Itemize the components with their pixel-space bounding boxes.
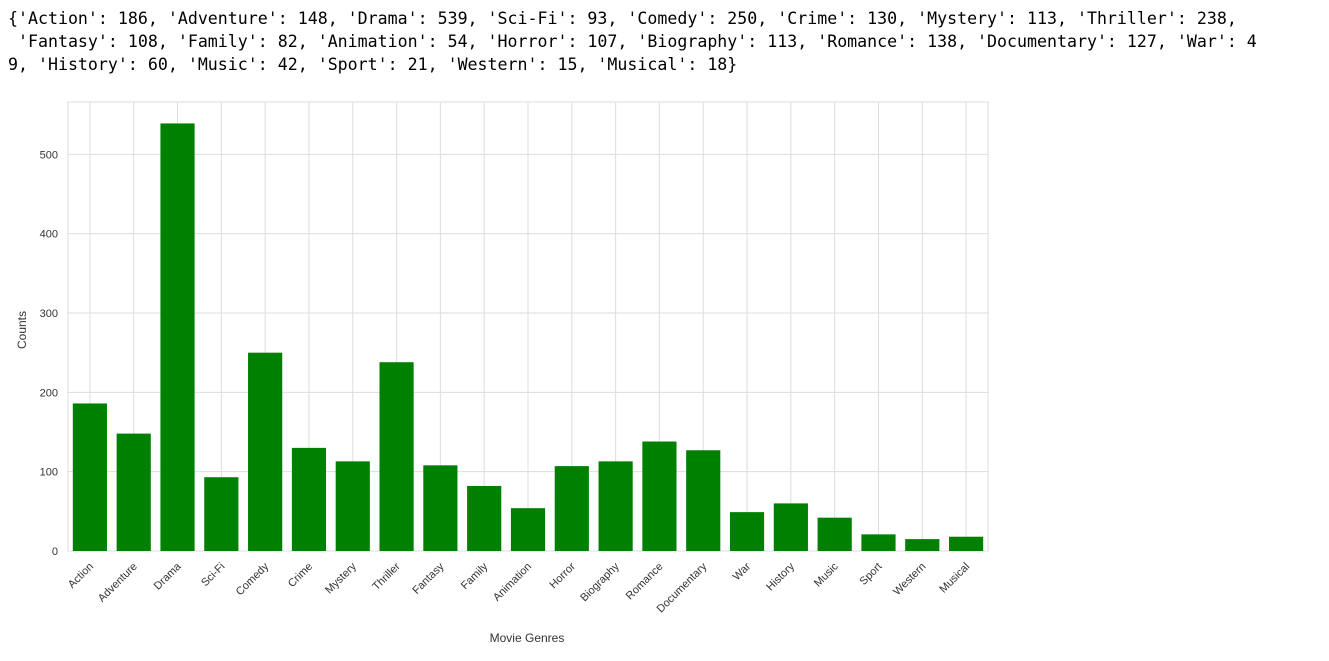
bar-biography [598, 461, 633, 551]
x-tick-label: Adventure [96, 561, 140, 605]
y-tick-layer: 0 100 200 300 400 500 [40, 149, 58, 558]
y-tick-label: 300 [40, 308, 58, 320]
y-tick-label: 0 [52, 546, 58, 558]
bar-sci-fi [204, 477, 239, 551]
bar-family [467, 485, 502, 551]
bar-documentary [686, 450, 721, 551]
bar-drama [160, 123, 195, 551]
bar-western [905, 539, 940, 551]
x-tick-label: Western [891, 561, 928, 598]
x-tick-label: Music [812, 560, 841, 589]
x-tick-label: Family [459, 560, 491, 592]
x-tick-label: Biography [578, 560, 622, 604]
x-tick-label: War [731, 560, 754, 583]
y-tick-label: 200 [40, 387, 58, 399]
bar-animation [510, 508, 546, 551]
x-tick-label: Mystery [323, 560, 359, 596]
bar-adventure [116, 433, 151, 551]
output-line: 'Fantasy': 108, 'Family': 82, 'Animation… [8, 32, 1257, 51]
bar-mystery [335, 461, 370, 551]
bar-horror [554, 466, 589, 551]
bar-war [729, 512, 765, 551]
x-tick-label: Comedy [234, 560, 272, 598]
bar-chart-svg: 0 100 200 300 400 500 Action Adventure Drama Sci… [15, 101, 989, 645]
x-tick-label: Drama [152, 560, 184, 592]
bar-thriller [379, 362, 414, 551]
dict-output-text: {'Action': 186, 'Adventure': 148, 'Drama… [8, 7, 1326, 76]
output-line: {'Action': 186, 'Adventure': 148, 'Drama… [8, 9, 1237, 28]
bar-action [72, 403, 107, 551]
x-axis-label: Movie Genres [490, 631, 565, 645]
y-axis-label: Counts [15, 311, 29, 349]
output-line: 9, 'History': 60, 'Music': 42, 'Sport': … [8, 55, 738, 74]
x-tick-label: Action [66, 561, 96, 591]
bar-music [817, 517, 852, 551]
bar-romance [642, 441, 677, 551]
y-tick-label: 100 [40, 467, 58, 479]
bar-layer [72, 123, 984, 551]
x-tick-label: Fantasy [410, 560, 447, 597]
y-tick-label: 500 [40, 149, 58, 161]
bar-crime [291, 447, 327, 551]
bar-musical [949, 536, 984, 551]
x-tick-label: Musical [937, 561, 972, 596]
bar-chart: 0 100 200 300 400 500 Action Adventure Drama Sci… [0, 90, 1000, 656]
x-tick-label: Animation [491, 561, 534, 604]
x-tick-label: Thriller [370, 560, 402, 592]
x-tick-label: Sci-Fi [199, 561, 227, 589]
x-tick-label: History [764, 560, 797, 593]
bar-history [773, 503, 808, 551]
x-tick-label: Sport [858, 561, 885, 588]
bar-comedy [248, 352, 283, 551]
x-tick-label: Romance [624, 561, 666, 603]
x-tick-layer: Action Adventure Drama Sci-Fi Comedy Crime Mys… [66, 560, 972, 615]
x-tick-label: Crime [286, 561, 315, 590]
bar-sport [861, 534, 896, 551]
y-tick-label: 400 [40, 229, 58, 241]
grid-layer [67, 101, 989, 552]
x-tick-label: Horror [547, 560, 578, 591]
bar-fantasy [423, 465, 458, 551]
